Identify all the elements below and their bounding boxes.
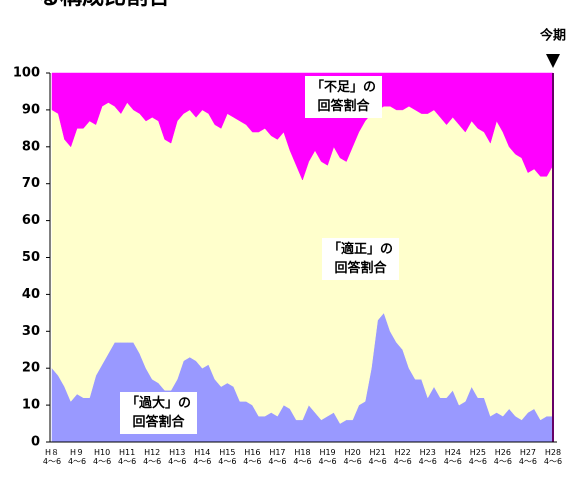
y-tick-label: 90 bbox=[22, 102, 40, 117]
x-tick-label: H23 4～6 bbox=[418, 448, 437, 466]
y-tick-label: 100 bbox=[13, 66, 40, 81]
x-tick-label: H13 4～6 bbox=[168, 448, 187, 466]
annotation: 「適正」の 回答割合 bbox=[322, 238, 400, 280]
y-tick-label: 20 bbox=[22, 361, 40, 376]
x-tick-label: H11 4～6 bbox=[118, 448, 137, 466]
x-tick-label: H26 4～6 bbox=[493, 448, 512, 466]
y-tick-label: 60 bbox=[22, 213, 40, 228]
y-tick-label: 40 bbox=[22, 287, 40, 302]
x-tick-label: H12 4～6 bbox=[143, 448, 162, 466]
x-tick-label: H14 4～6 bbox=[193, 448, 212, 466]
x-tick-label: H24 4～6 bbox=[443, 448, 462, 466]
annotation: 「不足」の 回答割合 bbox=[305, 76, 383, 118]
chart-title: る構成比割合 bbox=[38, 0, 171, 10]
x-tick-label: H９ 4～6 bbox=[67, 448, 87, 466]
y-tick-label: 70 bbox=[22, 176, 40, 191]
x-tick-label: H８ 4～6 bbox=[42, 448, 62, 466]
x-tick-label: H19 4～6 bbox=[318, 448, 337, 466]
x-tick-label: H25 4～6 bbox=[468, 448, 487, 466]
x-tick-label: H17 4～6 bbox=[268, 448, 287, 466]
x-tick-label: H18 4～6 bbox=[293, 448, 312, 466]
annotation: 「過大」の 回答割合 bbox=[120, 392, 198, 434]
x-tick-label: H10 4～6 bbox=[93, 448, 112, 466]
x-tick-label: H22 4～6 bbox=[393, 448, 412, 466]
y-tick-label: 50 bbox=[22, 250, 40, 265]
x-tick-label: H21 4～6 bbox=[368, 448, 387, 466]
current-period-label: 今期 bbox=[539, 28, 566, 44]
y-tick-label: 0 bbox=[31, 435, 40, 450]
y-tick-label: 10 bbox=[22, 398, 40, 413]
x-tick-label: H16 4～6 bbox=[243, 448, 262, 466]
y-tick-label: 30 bbox=[22, 324, 40, 339]
x-tick-label: H27 4～6 bbox=[518, 448, 538, 466]
current-period-arrow bbox=[546, 54, 560, 68]
x-tick-label: H28 4～6 bbox=[543, 448, 563, 466]
x-tick-label: H20 4～6 bbox=[343, 448, 362, 466]
x-tick-label: H15 4～6 bbox=[218, 448, 237, 466]
y-tick-label: 80 bbox=[22, 139, 40, 154]
